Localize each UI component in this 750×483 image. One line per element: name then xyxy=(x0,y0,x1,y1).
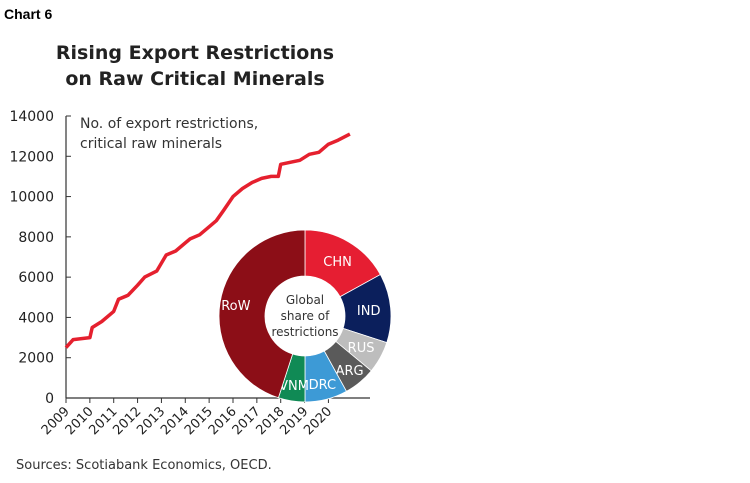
annotation-line: critical raw minerals xyxy=(80,136,222,152)
chart-number: Chart 6 xyxy=(4,6,53,22)
donut-label-chn: CHN xyxy=(323,255,352,270)
y-tick-label: 6000 xyxy=(18,270,54,286)
donut-label-row: RoW xyxy=(221,299,250,314)
chart-title: Rising Export Restrictions on Raw Critic… xyxy=(40,40,350,92)
series-line xyxy=(64,132,351,349)
donut-label-rus: RUS xyxy=(348,341,375,356)
donut-label-arg: ARG xyxy=(336,364,364,379)
title-line-1: Rising Export Restrictions xyxy=(55,42,335,64)
y-tick-label: 2000 xyxy=(18,351,54,367)
title-line-2: on Raw Critical Minerals xyxy=(65,68,325,90)
source-note: Sources: Scotiabank Economics, OECD. xyxy=(16,458,272,473)
y-tick-label: 4000 xyxy=(18,310,54,326)
y-tick-label: 14000 xyxy=(9,109,54,125)
y-tick-label: 10000 xyxy=(9,190,54,206)
y-tick-label: 0 xyxy=(45,391,54,407)
y-tick-label: 12000 xyxy=(9,149,54,165)
x-tick-label: 2020 xyxy=(301,404,335,438)
donut-slice-row xyxy=(218,229,306,399)
donut-center-label: Global xyxy=(286,293,324,307)
donut-label-ind: IND xyxy=(357,304,381,319)
y-tick-label: 8000 xyxy=(18,230,54,246)
donut-label-drc: DRC xyxy=(309,378,336,393)
annotation-line: No. of export restrictions, xyxy=(80,116,258,132)
donut-label-vnm: VNM xyxy=(279,379,309,394)
donut-center-label: restrictions xyxy=(271,325,338,339)
donut-center-label: share of xyxy=(281,309,330,323)
